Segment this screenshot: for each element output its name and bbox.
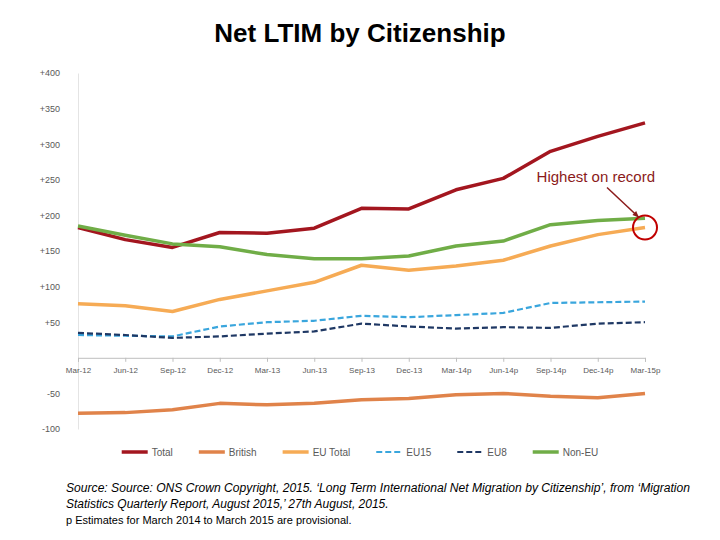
annotation-arrow bbox=[607, 188, 639, 218]
x-tick: Dec-13 bbox=[396, 358, 422, 376]
x-tick-label: Dec-13 bbox=[396, 366, 422, 375]
series-line bbox=[78, 393, 645, 413]
legend-label: EU15 bbox=[406, 447, 431, 458]
series-line bbox=[78, 228, 645, 312]
series-line bbox=[78, 218, 645, 259]
legend-label: Non-EU bbox=[563, 447, 599, 458]
source-line: Source: Source: ONS Crown Copyright, 201… bbox=[66, 481, 690, 495]
legend-item: British bbox=[199, 447, 257, 458]
series-line bbox=[78, 302, 645, 337]
x-tick-mark bbox=[125, 358, 126, 362]
y-axis-line bbox=[78, 74, 79, 430]
legend-swatch bbox=[283, 450, 309, 454]
y-tick: +50 bbox=[45, 318, 78, 328]
y-tick-label: +100 bbox=[40, 282, 60, 292]
legend-item: EU8 bbox=[457, 447, 507, 458]
x-tick-label: Jun-13 bbox=[303, 366, 328, 375]
legend-swatch bbox=[457, 451, 483, 453]
x-tick-label: Jun-12 bbox=[114, 366, 139, 375]
x-tick: Mar-15p bbox=[631, 358, 661, 376]
x-tick-mark bbox=[220, 358, 221, 362]
y-tick-label: -100 bbox=[42, 424, 60, 434]
x-tick: Sep-14p bbox=[536, 358, 567, 376]
y-tick: +350 bbox=[40, 104, 78, 114]
y-tick-label: +150 bbox=[40, 246, 60, 256]
annotation-arrowhead bbox=[632, 211, 639, 217]
legend-label: Total bbox=[152, 447, 173, 458]
x-tick-label: Mar-15p bbox=[631, 366, 661, 375]
y-axis: +400 +350 +300 +250 +200 +150 +100 +50 -50 -100 bbox=[40, 68, 79, 434]
x-tick-label: Dec-12 bbox=[207, 366, 233, 375]
x-tick-mark bbox=[267, 358, 268, 362]
legend-swatch bbox=[376, 451, 402, 453]
x-tick: Sep-13 bbox=[349, 358, 375, 376]
y-tick: +250 bbox=[40, 175, 78, 185]
y-tick-label: +400 bbox=[40, 68, 60, 78]
legend-item: EU15 bbox=[376, 447, 431, 458]
annotation: Highest on record bbox=[537, 168, 655, 185]
x-tick-label: Mar-13 bbox=[255, 366, 281, 375]
x-tick: Mar-13 bbox=[255, 358, 281, 376]
y-tick: -100 bbox=[42, 424, 78, 434]
legend-item: Non-EU bbox=[533, 447, 599, 458]
y-tick-label: +250 bbox=[40, 175, 60, 185]
series-line bbox=[78, 322, 645, 338]
legend-swatch bbox=[122, 450, 148, 454]
y-tick-label: +200 bbox=[40, 211, 60, 221]
y-tick-label: +350 bbox=[40, 104, 60, 114]
x-tick: Dec-12 bbox=[207, 358, 233, 376]
legend-label: EU Total bbox=[313, 447, 351, 458]
x-tick-mark bbox=[645, 358, 646, 362]
y-tick-label: -50 bbox=[47, 389, 60, 399]
legend-swatch bbox=[533, 450, 559, 454]
y-tick: +300 bbox=[40, 140, 78, 150]
x-tick-mark bbox=[503, 358, 504, 362]
legend-item: EU Total bbox=[283, 447, 351, 458]
y-tick: +200 bbox=[40, 211, 78, 221]
y-tick: +400 bbox=[40, 68, 78, 78]
x-axis: Mar-12 Jun-12 Sep-12 Dec-12 Mar-13 Jun-13 Sep-… bbox=[66, 358, 661, 376]
y-tick: +100 bbox=[40, 282, 78, 292]
y-tick: +150 bbox=[40, 246, 78, 256]
x-tick-mark bbox=[362, 358, 363, 362]
x-tick: Dec-14p bbox=[583, 358, 614, 376]
x-tick-label: Mar-14p bbox=[442, 366, 472, 375]
x-tick: Jun-12 bbox=[114, 358, 139, 376]
y-tick-label: +50 bbox=[45, 318, 60, 328]
x-tick-mark bbox=[78, 358, 79, 362]
x-tick: Mar-14p bbox=[442, 358, 472, 376]
x-tick-label: Sep-14p bbox=[536, 366, 567, 375]
annotation-circle bbox=[633, 216, 657, 240]
legend-label: EU8 bbox=[487, 447, 507, 458]
legend-item: Total bbox=[122, 447, 173, 458]
x-tick-label: Sep-12 bbox=[160, 366, 186, 375]
x-tick-label: Sep-13 bbox=[349, 366, 375, 375]
lines bbox=[78, 123, 645, 413]
source-line: Statistics Quarterly Report, August 2015… bbox=[66, 497, 389, 511]
x-tick-mark bbox=[551, 358, 552, 362]
title: Net LTIM by Citizenship bbox=[214, 18, 505, 48]
x-tick-label: Dec-14p bbox=[583, 366, 614, 375]
source-line: p Estimates for March 2014 to March 2015… bbox=[66, 514, 352, 526]
chart: Net LTIM by Citizenship+400+350+300+250+… bbox=[0, 0, 720, 540]
legend-label: British bbox=[229, 447, 257, 458]
x-tick-mark bbox=[456, 358, 457, 362]
legend-swatch bbox=[199, 450, 225, 454]
source: Source: Source: ONS Crown Copyright, 201… bbox=[66, 481, 690, 526]
x-tick: Mar-12 bbox=[66, 358, 92, 376]
x-tick: Jun-14p bbox=[489, 358, 518, 376]
x-tick-mark bbox=[314, 358, 315, 362]
x-tick-mark bbox=[409, 358, 410, 362]
y-tick-label: +300 bbox=[40, 140, 60, 150]
x-tick-label: Jun-14p bbox=[489, 366, 518, 375]
series-line bbox=[78, 123, 645, 248]
legend: Total British EU Total EU15 EU8 Non-EU bbox=[122, 447, 599, 458]
x-tick: Sep-12 bbox=[160, 358, 186, 376]
y-tick: -50 bbox=[47, 389, 78, 399]
x-tick-label: Mar-12 bbox=[66, 366, 92, 375]
x-tick-mark bbox=[173, 358, 174, 362]
x-tick: Jun-13 bbox=[303, 358, 328, 376]
x-tick-mark bbox=[598, 358, 599, 362]
x-axis-line bbox=[79, 358, 646, 362]
